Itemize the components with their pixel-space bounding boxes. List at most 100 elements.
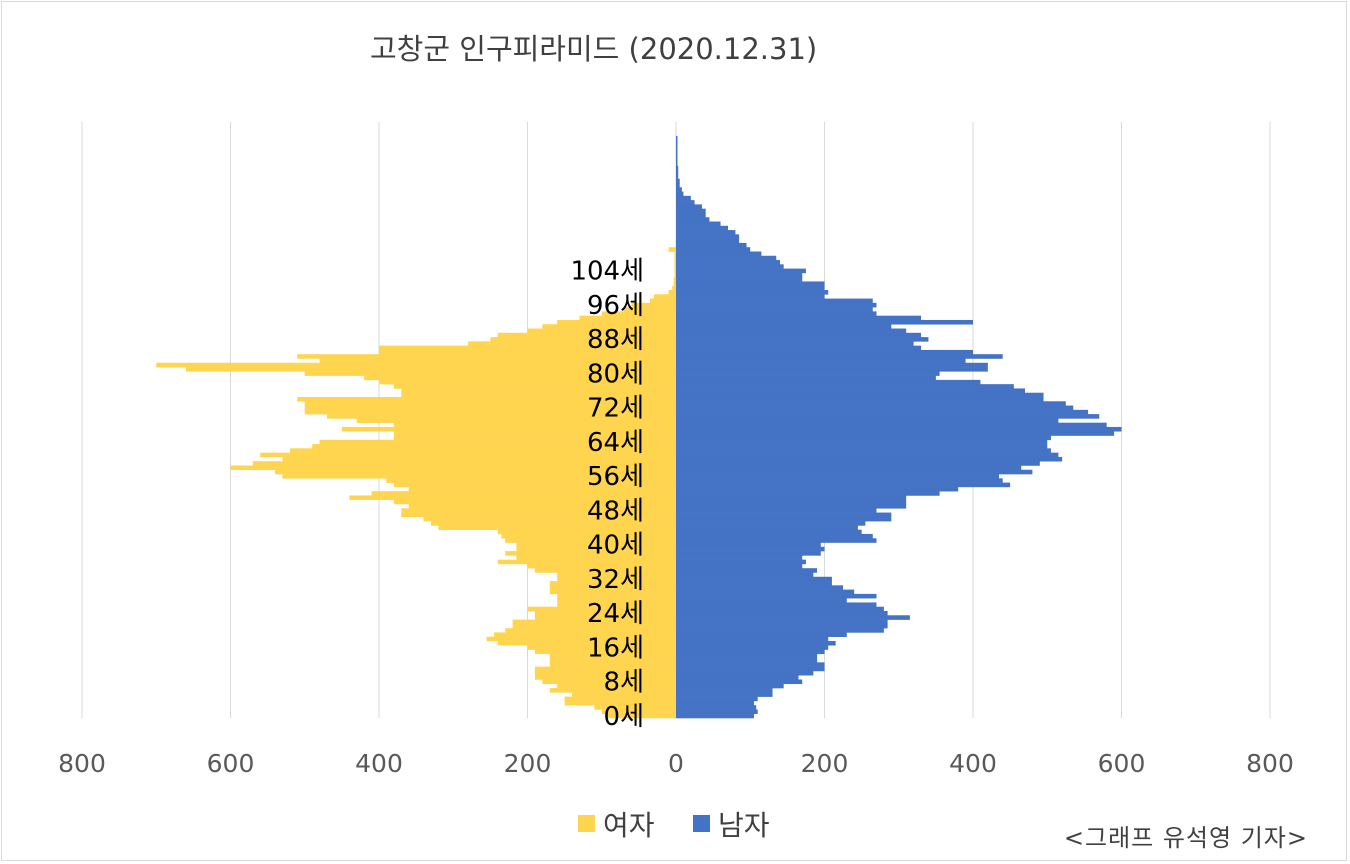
female-bar <box>393 422 676 428</box>
x-tick-label: 600 <box>1098 749 1146 778</box>
male-bar <box>676 401 1066 406</box>
male-bar <box>676 696 758 702</box>
female-bar <box>516 546 676 552</box>
male-bar <box>676 332 922 338</box>
female-bar <box>319 439 676 445</box>
male-bar <box>676 593 877 599</box>
x-tick-label: 800 <box>58 749 106 778</box>
female-bar <box>282 474 676 479</box>
male-bar <box>676 508 877 513</box>
female-bar <box>557 593 676 599</box>
male-bar <box>676 670 814 676</box>
age-label: 16세 <box>587 633 644 663</box>
legend-label: 남자 <box>718 809 770 842</box>
male-bar <box>676 371 940 376</box>
female-bar <box>673 277 676 282</box>
female-bar <box>527 606 676 612</box>
male-bar <box>676 183 680 188</box>
female-bar <box>512 623 676 629</box>
male-bar <box>676 311 877 316</box>
male-bar <box>676 486 959 492</box>
female-bar <box>650 298 676 304</box>
male-bar <box>676 388 1025 394</box>
male-bar <box>676 683 784 689</box>
female-bar <box>393 435 676 441</box>
male-bar <box>676 212 706 218</box>
male-bar <box>676 632 847 637</box>
female-bar <box>527 645 676 650</box>
male-bar <box>676 563 803 569</box>
male-bar <box>676 675 799 680</box>
legend-swatch <box>693 815 710 832</box>
male-bar <box>676 628 884 633</box>
male-bar <box>676 140 678 145</box>
male-bar <box>676 362 988 368</box>
female-bar <box>490 337 677 342</box>
male-bar <box>676 555 803 560</box>
male-bar <box>676 191 684 197</box>
female-bar <box>534 615 676 620</box>
female-bar <box>534 568 676 573</box>
female-bar <box>572 692 676 697</box>
female-bar <box>401 508 676 513</box>
male-bar <box>676 157 678 162</box>
female-bar <box>364 375 676 381</box>
male-bar <box>676 546 825 552</box>
male-bar <box>676 165 679 171</box>
male-bar <box>676 221 721 227</box>
female-bar <box>557 598 676 603</box>
female-bar <box>341 426 677 432</box>
female-bar <box>549 653 676 659</box>
male-bar <box>676 328 907 334</box>
age-label: 88세 <box>587 325 644 355</box>
x-tick-label: 200 <box>504 749 552 778</box>
female-bar <box>549 585 676 590</box>
male-bar <box>676 666 825 672</box>
male-bar <box>676 426 1122 432</box>
male-bar <box>676 623 888 629</box>
male-bar <box>676 337 929 342</box>
male-bar <box>676 260 780 265</box>
male-bar <box>676 585 844 590</box>
female-bar <box>401 388 676 394</box>
female-bar <box>674 255 676 261</box>
female-bar <box>557 576 676 582</box>
female-bar <box>527 563 676 569</box>
male-bar <box>676 187 682 192</box>
female-bar <box>557 602 676 608</box>
age-label: 56세 <box>587 462 644 492</box>
female-bar <box>501 533 676 539</box>
female-bar <box>327 414 676 419</box>
female-bar <box>674 268 676 274</box>
female-bar <box>379 345 676 351</box>
male-bar <box>676 298 873 304</box>
female-bar <box>549 589 676 595</box>
x-tick-label: 0 <box>668 749 684 778</box>
male-bar <box>676 679 803 685</box>
female-bar <box>505 628 677 633</box>
female-bar <box>438 525 676 530</box>
female-bar <box>401 512 676 518</box>
male-bar <box>676 135 678 141</box>
female-bar <box>230 465 676 471</box>
chart-title: 고창군 인구피라미드 (2020.12.31) <box>370 32 818 66</box>
female-bar <box>624 307 676 312</box>
female-bar <box>486 636 676 642</box>
male-bar <box>676 251 762 257</box>
male-bar <box>676 559 806 565</box>
female-bar <box>430 521 677 526</box>
male-bar <box>676 448 1051 453</box>
female-bar <box>674 264 676 269</box>
male-bar <box>676 504 907 509</box>
female-bar <box>393 431 676 436</box>
female-bar <box>497 529 676 535</box>
male-bar <box>676 294 825 299</box>
female-bar <box>534 649 676 655</box>
male-bar <box>676 538 877 543</box>
male-bar <box>676 688 773 693</box>
female-bar <box>297 354 676 359</box>
male-bar <box>676 414 1100 419</box>
age-label: 80세 <box>587 360 644 390</box>
male-bar <box>676 456 1063 462</box>
